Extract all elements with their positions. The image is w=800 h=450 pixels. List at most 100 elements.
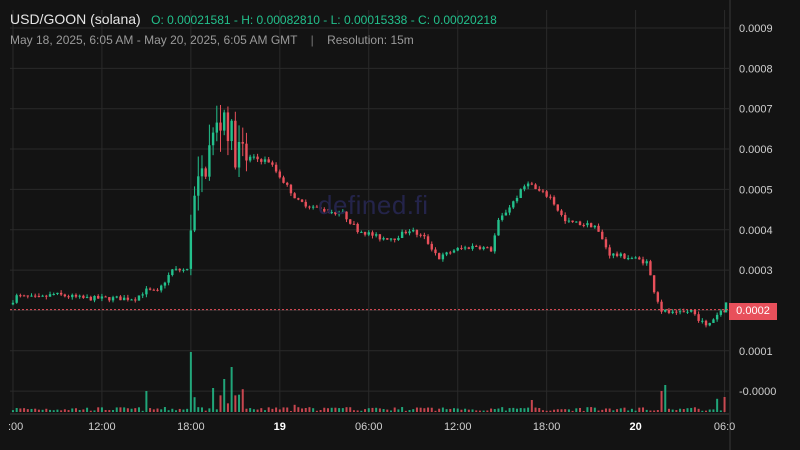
- volume-bar: [419, 407, 422, 412]
- volume-bar: [638, 407, 641, 412]
- volume-bar: [108, 410, 111, 412]
- volume-bar: [63, 409, 66, 412]
- chart-header: USD/GOON (solana) O: 0.00021581 - H: 0.0…: [10, 11, 497, 29]
- candle-body: [248, 156, 252, 161]
- volume-bar: [430, 407, 433, 412]
- volume-bar: [404, 410, 407, 412]
- volume-bar: [545, 410, 548, 412]
- volume-bar: [156, 408, 159, 412]
- candle-body: [148, 288, 152, 290]
- time-tick-label: 06:0: [714, 421, 735, 433]
- time-tick-label: 19: [274, 421, 286, 433]
- volume-bar: [286, 407, 289, 412]
- volume-bar: [341, 408, 344, 412]
- candle-body: [541, 190, 545, 192]
- candle-body: [89, 296, 92, 301]
- volume-bar: [378, 408, 381, 412]
- volume-bar: [516, 408, 519, 412]
- volume-bar: [441, 407, 444, 412]
- candle-body: [423, 234, 426, 237]
- volume-bar: [37, 409, 40, 412]
- volume-bar: [601, 409, 604, 412]
- candle-body: [286, 182, 289, 185]
- price-tick-label: 0.0001: [739, 346, 773, 358]
- candle-body: [389, 238, 393, 240]
- candle-body: [478, 246, 482, 250]
- candle-body: [45, 295, 48, 297]
- volume-bar: [289, 410, 292, 412]
- ohlc-readout: O: 0.00021581 - H: 0.00082810 - L: 0.000…: [151, 13, 497, 27]
- volume-bar: [249, 408, 252, 412]
- volume-bar: [215, 409, 218, 412]
- volume-bar: [389, 410, 392, 412]
- volume-bar: [501, 407, 504, 412]
- volume-bar: [293, 404, 296, 412]
- candle-body: [241, 142, 244, 144]
- candle-body: [41, 295, 44, 297]
- candle-body: [11, 302, 15, 305]
- candle-body: [426, 236, 430, 244]
- candle-body: [667, 309, 671, 313]
- candle-body: [63, 294, 67, 297]
- volume-bar: [623, 407, 626, 412]
- candle-body: [660, 301, 663, 312]
- volume-bar: [11, 410, 14, 412]
- volume-bar: [93, 410, 96, 412]
- volume-bar: [693, 407, 696, 412]
- candle-body: [145, 288, 148, 295]
- price-tick-label: -0.0000: [739, 386, 776, 398]
- candle-body: [230, 120, 233, 142]
- volume-bar: [263, 410, 266, 412]
- volume-bar: [612, 410, 615, 412]
- candle-body: [415, 230, 419, 235]
- candle-body: [723, 310, 726, 313]
- resolution-label: Resolution: 15m: [327, 33, 414, 47]
- volume-bar: [297, 407, 300, 412]
- price-tick-label: 0.0008: [739, 63, 773, 75]
- volume-bar: [149, 408, 152, 412]
- candle-body: [586, 223, 589, 226]
- volume-bar: [508, 408, 511, 412]
- candle-body: [724, 302, 728, 313]
- candle-body: [489, 247, 493, 252]
- volume-bar: [223, 379, 226, 412]
- candle-body: [71, 294, 74, 298]
- price-tick-label: 0.0003: [739, 265, 773, 277]
- candle-body: [289, 184, 293, 194]
- volume-bar: [23, 408, 26, 412]
- volume-bar: [464, 408, 467, 412]
- volume-bar: [26, 409, 29, 412]
- volume-bar: [160, 409, 163, 412]
- candle-body: [345, 211, 348, 220]
- volume-bar: [642, 407, 645, 412]
- volume-bar: [367, 408, 370, 412]
- candle-body: [400, 231, 404, 239]
- candle-body: [252, 156, 256, 158]
- volume-bar: [364, 409, 367, 412]
- volume-bar: [401, 407, 404, 412]
- volume-bar: [278, 409, 281, 412]
- candle-body: [48, 294, 52, 297]
- time-axis[interactable]: :00 12:00 18:00 19 06:00 12:00 18:00 20 06:0: [8, 421, 735, 433]
- candle-body: [645, 261, 648, 264]
- price-axis[interactable]: -0.0000 0.0001 0.0003 0.0004 0.0005 0.0006 0.0…: [739, 23, 776, 398]
- candle-body: [582, 225, 585, 227]
- volume-bar: [604, 408, 607, 412]
- candle-body: [408, 231, 411, 234]
- candle-body: [334, 212, 337, 215]
- volume-bar: [716, 398, 719, 412]
- volume-bar: [549, 410, 552, 412]
- candle-body: [515, 197, 519, 202]
- volume-bar: [556, 409, 559, 412]
- candle-body: [163, 282, 167, 286]
- volume-bar: [575, 408, 578, 412]
- candle-body: [260, 159, 263, 162]
- volume-bar: [434, 410, 437, 412]
- volume-bar: [664, 385, 667, 412]
- candle-body: [237, 142, 241, 168]
- volume-bar: [375, 407, 378, 412]
- volume-bar: [616, 409, 619, 412]
- candle-body: [111, 297, 115, 301]
- candle-body: [349, 219, 352, 224]
